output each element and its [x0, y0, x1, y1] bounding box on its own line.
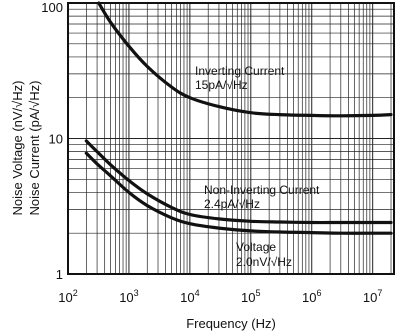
annotation-noninverting-value: 2.4pA/√Hz [204, 197, 260, 211]
x-tick-label: 104 [180, 288, 199, 305]
y-tick-label: 100 [41, 0, 63, 15]
y-axis-label-voltage: Noise Voltage (nV/√Hz) [10, 80, 25, 215]
x-tick-label: 102 [58, 288, 77, 305]
y-axis-label-current: Noise Current (pA/√Hz) [27, 80, 42, 215]
curves [84, 1, 393, 235]
curve-voltage [84, 151, 393, 235]
annotation-noninverting-title: Non-Inverting Current [204, 183, 320, 197]
y-tick-labels: 1 10 100 [41, 0, 63, 282]
x-tick-label: 105 [241, 288, 260, 305]
annotation-voltage: Voltage 2.0nV/√Hz [236, 240, 292, 269]
y-tick-label: 10 [49, 132, 63, 147]
annotation-inverting-current: Inverting Current 15pA/√Hz [195, 64, 285, 92]
annotation-inverting-title: Inverting Current [195, 64, 285, 78]
x-tick-label: 103 [119, 288, 138, 305]
annotation-voltage-value: 2.0nV/√Hz [236, 255, 292, 269]
x-tick-labels: 102103104105106107108 [58, 288, 382, 305]
annotation-noninverting-current: Non-Inverting Current 2.4pA/√Hz [204, 183, 320, 211]
x-tick-label: 106 [302, 288, 321, 305]
x-axis-label: Frequency (Hz) [186, 316, 276, 331]
y-tick-label: 1 [56, 267, 63, 282]
x-tick-label: 107 [363, 288, 382, 305]
annotation-voltage-title: Voltage [236, 240, 276, 254]
curve-inverting-current [97, 1, 393, 118]
annotation-inverting-value: 15pA/√Hz [195, 78, 248, 92]
curve-non-inverting-current [84, 139, 393, 225]
plot-frame [67, 2, 395, 275]
